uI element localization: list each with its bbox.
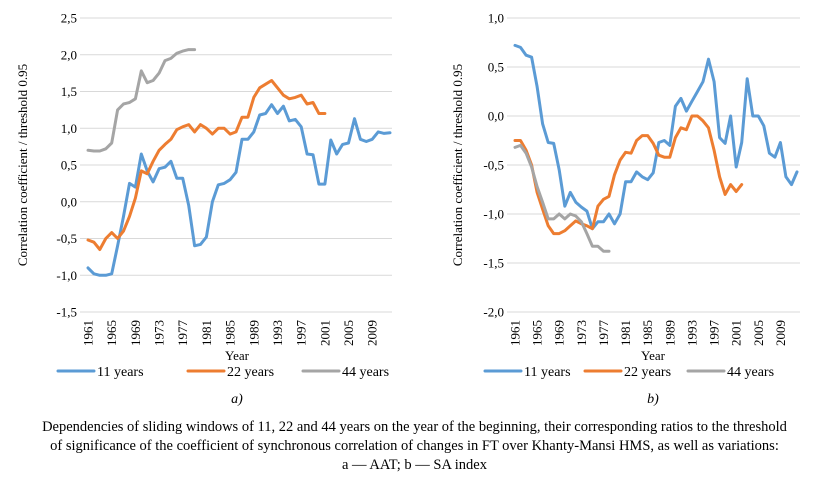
x-tick-label: 1973 <box>152 320 167 346</box>
y-tick-label: 2,5 <box>61 11 77 26</box>
y-tick-label: -0,5 <box>483 158 504 173</box>
y-tick-label: 1,0 <box>488 11 504 26</box>
x-tick-label: 1985 <box>223 320 238 346</box>
caption-line-1: Dependencies of sliding windows of 11, 2… <box>42 419 787 435</box>
legend-entry: 11 years <box>56 365 144 380</box>
legend-entry: 44 years <box>686 365 774 380</box>
x-tick-label: 1985 <box>640 320 655 346</box>
legend-label: 22 years <box>227 365 274 380</box>
x-tick-label: 1993 <box>270 320 285 346</box>
legend-label: 44 years <box>727 365 774 380</box>
y-tick-label: 0,0 <box>61 194 77 209</box>
x-tick-label: 1997 <box>294 320 309 347</box>
series-line-44-years <box>86 48 197 153</box>
panel-label: b) <box>647 392 659 407</box>
x-tick-label: 1961 <box>81 320 96 346</box>
x-tick-label: 1973 <box>574 320 589 346</box>
series-line-22-years <box>513 114 744 236</box>
y-tick-label: 1,5 <box>61 84 77 99</box>
series-line-44-years <box>513 143 611 253</box>
y-tick-label: 0,5 <box>488 60 504 75</box>
legend-entry: 22 years <box>186 365 274 380</box>
y-tick-label: -0,5 <box>56 231 77 246</box>
y-tick-label: -1,0 <box>56 268 77 283</box>
chart-panel-a: 2,5 2,0 1,5 1,0 0,5 0,0 -0,5 -1,0 -1,5 1961 1965 19… <box>15 11 392 407</box>
x-tick-label: 1989 <box>246 320 261 346</box>
y-tick-label: 0,5 <box>61 158 77 173</box>
x-tick-label: 1977 <box>596 320 611 347</box>
y-tick-label: -1,5 <box>56 305 77 320</box>
figure-caption: Dependencies of sliding windows of 11, 2… <box>0 418 829 475</box>
legend-label: 22 years <box>624 365 671 380</box>
x-tick-label: 2001 <box>317 320 332 346</box>
y-tick-label: -1,5 <box>483 256 504 271</box>
series-line-11-years <box>86 103 392 277</box>
x-tick-label: 1965 <box>530 320 545 346</box>
x-tick-label: 1981 <box>199 320 214 346</box>
x-axis-title: Year <box>225 348 250 363</box>
chart-panel-b: 1,0 0,5 0,0 -0,5 -1,0 -1,5 -2,0 1961 1965 1969 197… <box>450 11 800 407</box>
x-tick-label: 2009 <box>365 320 380 346</box>
y-tick-label: 1,0 <box>61 121 77 136</box>
x-tick-label: 1997 <box>707 320 722 347</box>
x-tick-label: 2009 <box>773 320 788 346</box>
x-tick-label: 1961 <box>508 320 523 346</box>
legend-entry: 22 years <box>583 365 671 380</box>
legend-entry: 44 years <box>301 365 389 380</box>
x-tick-label: 2001 <box>729 320 744 346</box>
legend-label: 44 years <box>342 365 389 380</box>
legend-label: 11 years <box>97 365 144 380</box>
legend-label: 11 years <box>524 365 571 380</box>
x-tick-label: 1977 <box>175 320 190 347</box>
x-tick-label: 2005 <box>751 320 766 346</box>
series-line-11-years <box>513 43 799 231</box>
y-tick-label: -2,0 <box>483 305 504 320</box>
y-axis-title: Correlation coefficient / threshold 0.95 <box>450 64 465 266</box>
y-tick-label: 0,0 <box>488 109 504 124</box>
x-tick-label: 1969 <box>552 320 567 346</box>
x-tick-label: 1981 <box>618 320 633 346</box>
x-tick-label: 1993 <box>684 320 699 346</box>
y-tick-label: -1,0 <box>483 207 504 222</box>
legend-entry: 11 years <box>483 365 571 380</box>
x-tick-label: 1989 <box>662 320 677 346</box>
y-axis-title: Correlation coefficient / threshold 0.95 <box>15 64 30 266</box>
x-axis-title: Year <box>641 348 666 363</box>
caption-line-2: of significance of the coefficient of sy… <box>50 438 779 454</box>
panel-label: a) <box>231 392 243 407</box>
series-line-22-years <box>86 79 327 251</box>
x-tick-label: 1969 <box>128 320 143 346</box>
caption-line-3: a — AAT; b — SA index <box>341 457 487 473</box>
y-tick-label: 2,0 <box>61 47 77 62</box>
x-tick-label: 1965 <box>104 320 119 346</box>
x-tick-label: 2005 <box>341 320 356 346</box>
